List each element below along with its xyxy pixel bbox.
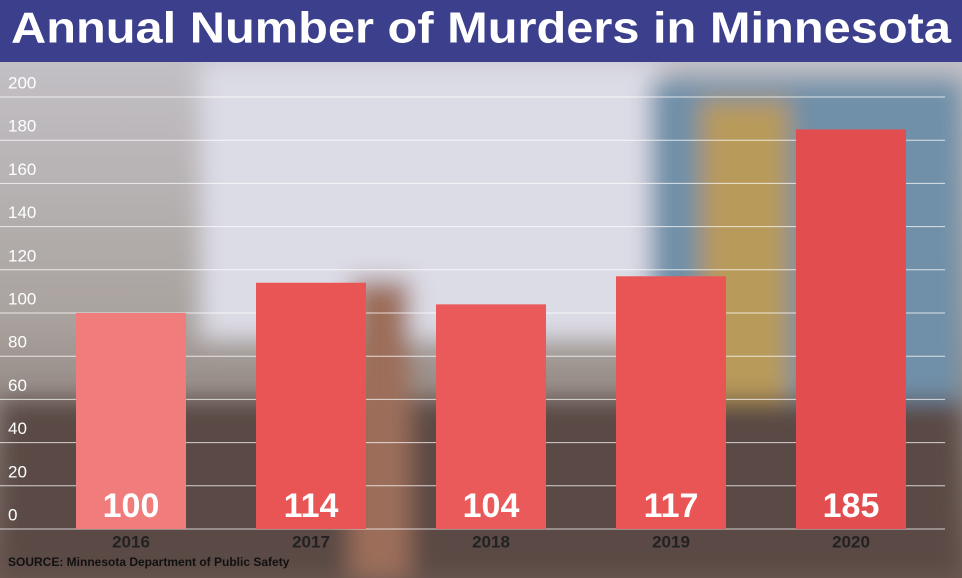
y-tick-label: 100	[8, 289, 36, 308]
bar	[76, 313, 186, 529]
y-tick-label: 120	[8, 246, 36, 265]
bar	[436, 304, 546, 529]
source-note: SOURCE: Minnesota Department of Public S…	[8, 555, 290, 569]
title-banner	[0, 0, 962, 62]
x-tick-label: 2017	[292, 532, 330, 551]
x-tick-label: 2019	[652, 532, 690, 551]
y-tick-label: 0	[8, 505, 17, 524]
bar	[796, 129, 906, 529]
value-label: 104	[463, 487, 520, 525]
x-tick-label: 2020	[832, 532, 870, 551]
value-label: 114	[284, 487, 339, 525]
y-tick-label: 200	[8, 73, 36, 92]
y-tick-label: 20	[8, 462, 27, 481]
y-tick-label: 160	[8, 160, 36, 179]
y-tick-label: 140	[8, 203, 36, 222]
x-tick-label: 2018	[472, 532, 510, 551]
y-tick-label: 60	[8, 376, 27, 395]
y-tick-label: 180	[8, 117, 36, 136]
y-tick-label: 40	[8, 419, 27, 438]
value-label: 185	[823, 487, 880, 525]
value-label: 117	[644, 487, 699, 525]
y-tick-label: 80	[8, 333, 27, 352]
bar	[256, 282, 366, 529]
bar	[616, 276, 726, 529]
chart-title: Annual Number of Murders in Minnesota	[11, 4, 952, 53]
x-tick-label: 2016	[112, 532, 150, 551]
value-label: 100	[103, 487, 160, 525]
